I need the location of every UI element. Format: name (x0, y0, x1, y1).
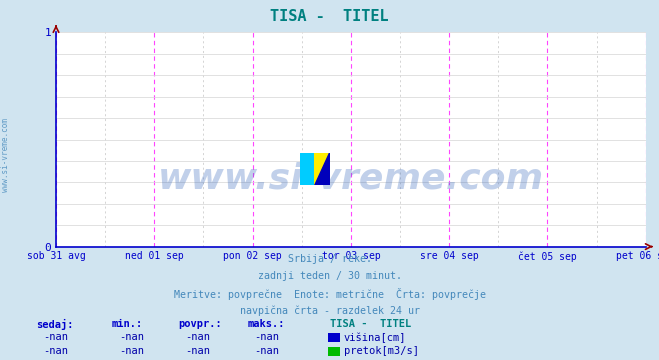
Polygon shape (315, 153, 330, 185)
Text: min.:: min.: (112, 319, 143, 329)
Text: sedaj:: sedaj: (36, 319, 74, 330)
Text: TISA -  TITEL: TISA - TITEL (330, 319, 411, 329)
Text: TISA -  TITEL: TISA - TITEL (270, 9, 389, 24)
Polygon shape (315, 153, 330, 185)
Bar (300, 153, 315, 185)
Text: -nan: -nan (254, 332, 279, 342)
Text: -nan: -nan (119, 346, 144, 356)
Text: -nan: -nan (119, 332, 144, 342)
Text: -nan: -nan (185, 346, 210, 356)
Text: Srbija / reke.: Srbija / reke. (287, 254, 372, 264)
Text: povpr.:: povpr.: (178, 319, 221, 329)
Text: pretok[m3/s]: pretok[m3/s] (344, 346, 419, 356)
Text: navpična črta - razdelek 24 ur: navpična črta - razdelek 24 ur (239, 306, 420, 316)
Text: maks.:: maks.: (247, 319, 285, 329)
Text: www.si-vreme.com: www.si-vreme.com (1, 118, 10, 192)
Text: -nan: -nan (43, 332, 69, 342)
Text: www.si-vreme.com: www.si-vreme.com (158, 161, 544, 195)
Text: -nan: -nan (254, 346, 279, 356)
Text: zadnji teden / 30 minut.: zadnji teden / 30 minut. (258, 271, 401, 281)
Text: Meritve: povprečne  Enote: metrične  Črta: povprečje: Meritve: povprečne Enote: metrične Črta:… (173, 288, 486, 300)
Text: -nan: -nan (43, 346, 69, 356)
Text: višina[cm]: višina[cm] (344, 332, 407, 343)
Text: -nan: -nan (185, 332, 210, 342)
